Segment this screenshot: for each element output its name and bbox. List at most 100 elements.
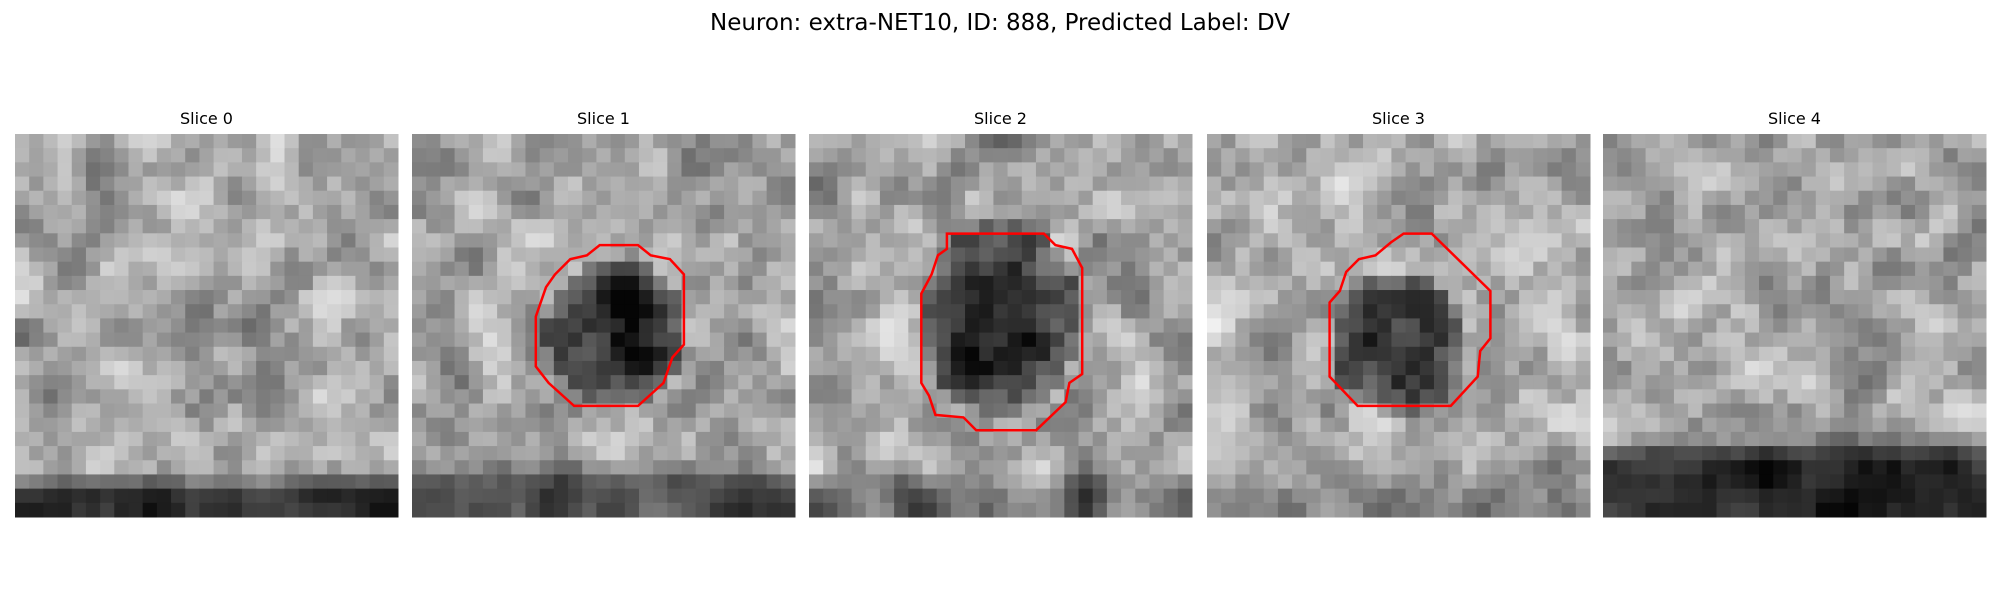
pixel (241, 332, 257, 348)
pixel (709, 162, 725, 178)
pixel (1419, 204, 1435, 220)
pixel (426, 488, 441, 504)
pixel (1207, 502, 1222, 518)
pixel (369, 219, 385, 234)
pixel (85, 375, 101, 390)
pixel (1391, 346, 1407, 362)
pixel (1744, 290, 1760, 305)
pixel (809, 134, 824, 149)
pixel (610, 275, 626, 291)
pixel (312, 318, 328, 334)
pixel (355, 431, 371, 447)
pixel (766, 502, 782, 518)
pixel (1007, 304, 1023, 319)
pixel (43, 261, 59, 277)
pixel (1249, 431, 1265, 447)
pixel (1035, 162, 1051, 178)
pixel (128, 460, 144, 475)
pixel (128, 233, 144, 248)
pixel (1292, 446, 1307, 461)
pixel (185, 446, 200, 461)
pixel (965, 275, 980, 291)
pixel (71, 261, 87, 277)
pixel (1829, 360, 1845, 376)
pixel (709, 290, 725, 305)
pixel (908, 204, 923, 220)
pixel (894, 219, 909, 234)
pixel (199, 488, 215, 504)
pixel (1419, 290, 1435, 305)
pixel (57, 417, 73, 433)
pixel (440, 290, 456, 305)
pixel (1561, 275, 1577, 291)
pixel (1929, 219, 1944, 234)
pixel (1673, 502, 1689, 518)
pixel (993, 190, 1009, 206)
pixel (1249, 460, 1265, 475)
pixel (383, 446, 399, 461)
pixel (851, 431, 867, 447)
pixel (270, 346, 286, 362)
pixel (369, 233, 385, 248)
pixel (582, 304, 597, 319)
pixel (1900, 502, 1916, 518)
pixel (568, 134, 583, 149)
pixel (156, 460, 172, 475)
pixel (780, 190, 796, 206)
pixel (1391, 275, 1407, 291)
pixel (199, 233, 215, 248)
pixel (369, 332, 385, 348)
pixel (29, 233, 44, 248)
pixel (1645, 403, 1661, 419)
pixel (837, 290, 853, 305)
pixel (865, 247, 881, 263)
pixel (1915, 346, 1930, 362)
pixel (15, 502, 30, 518)
pixel (327, 176, 342, 192)
pixel (1957, 446, 1973, 461)
pixel (837, 375, 853, 390)
pixel (1915, 261, 1930, 277)
pixel (1872, 460, 1888, 475)
pixel (327, 460, 342, 475)
pixel (1915, 190, 1930, 206)
pixel (29, 360, 44, 376)
pixel (1829, 460, 1845, 475)
pixel (624, 318, 640, 334)
pixel (809, 474, 824, 490)
pixel (426, 233, 441, 248)
pixel (879, 389, 895, 405)
pixel (1547, 360, 1563, 376)
pixel (1900, 332, 1916, 348)
pixel (15, 417, 30, 433)
pixel (1306, 460, 1321, 475)
pixel (1915, 403, 1930, 419)
pixel (440, 148, 456, 163)
pixel (1320, 176, 1336, 192)
pixel (667, 502, 683, 518)
pixel (1348, 360, 1364, 376)
pixel (1504, 389, 1520, 405)
pixel (653, 446, 668, 461)
pixel (1886, 502, 1902, 518)
pixel (327, 148, 342, 163)
pixel (596, 417, 612, 433)
pixel (1135, 502, 1150, 518)
pixel (426, 474, 441, 490)
pixel (511, 204, 526, 220)
pixel (468, 176, 484, 192)
pixel (327, 332, 342, 348)
pixel (1106, 190, 1122, 206)
pixel (1476, 403, 1492, 419)
pixel (128, 389, 144, 405)
pixel (43, 488, 59, 504)
pixel (142, 389, 158, 405)
pixel (568, 318, 583, 334)
pixel (270, 233, 286, 248)
pixel (1163, 148, 1179, 163)
pixel (29, 502, 44, 518)
pixel (312, 431, 328, 447)
pixel (837, 346, 853, 362)
pixel (1391, 190, 1407, 206)
pixel (936, 360, 952, 376)
